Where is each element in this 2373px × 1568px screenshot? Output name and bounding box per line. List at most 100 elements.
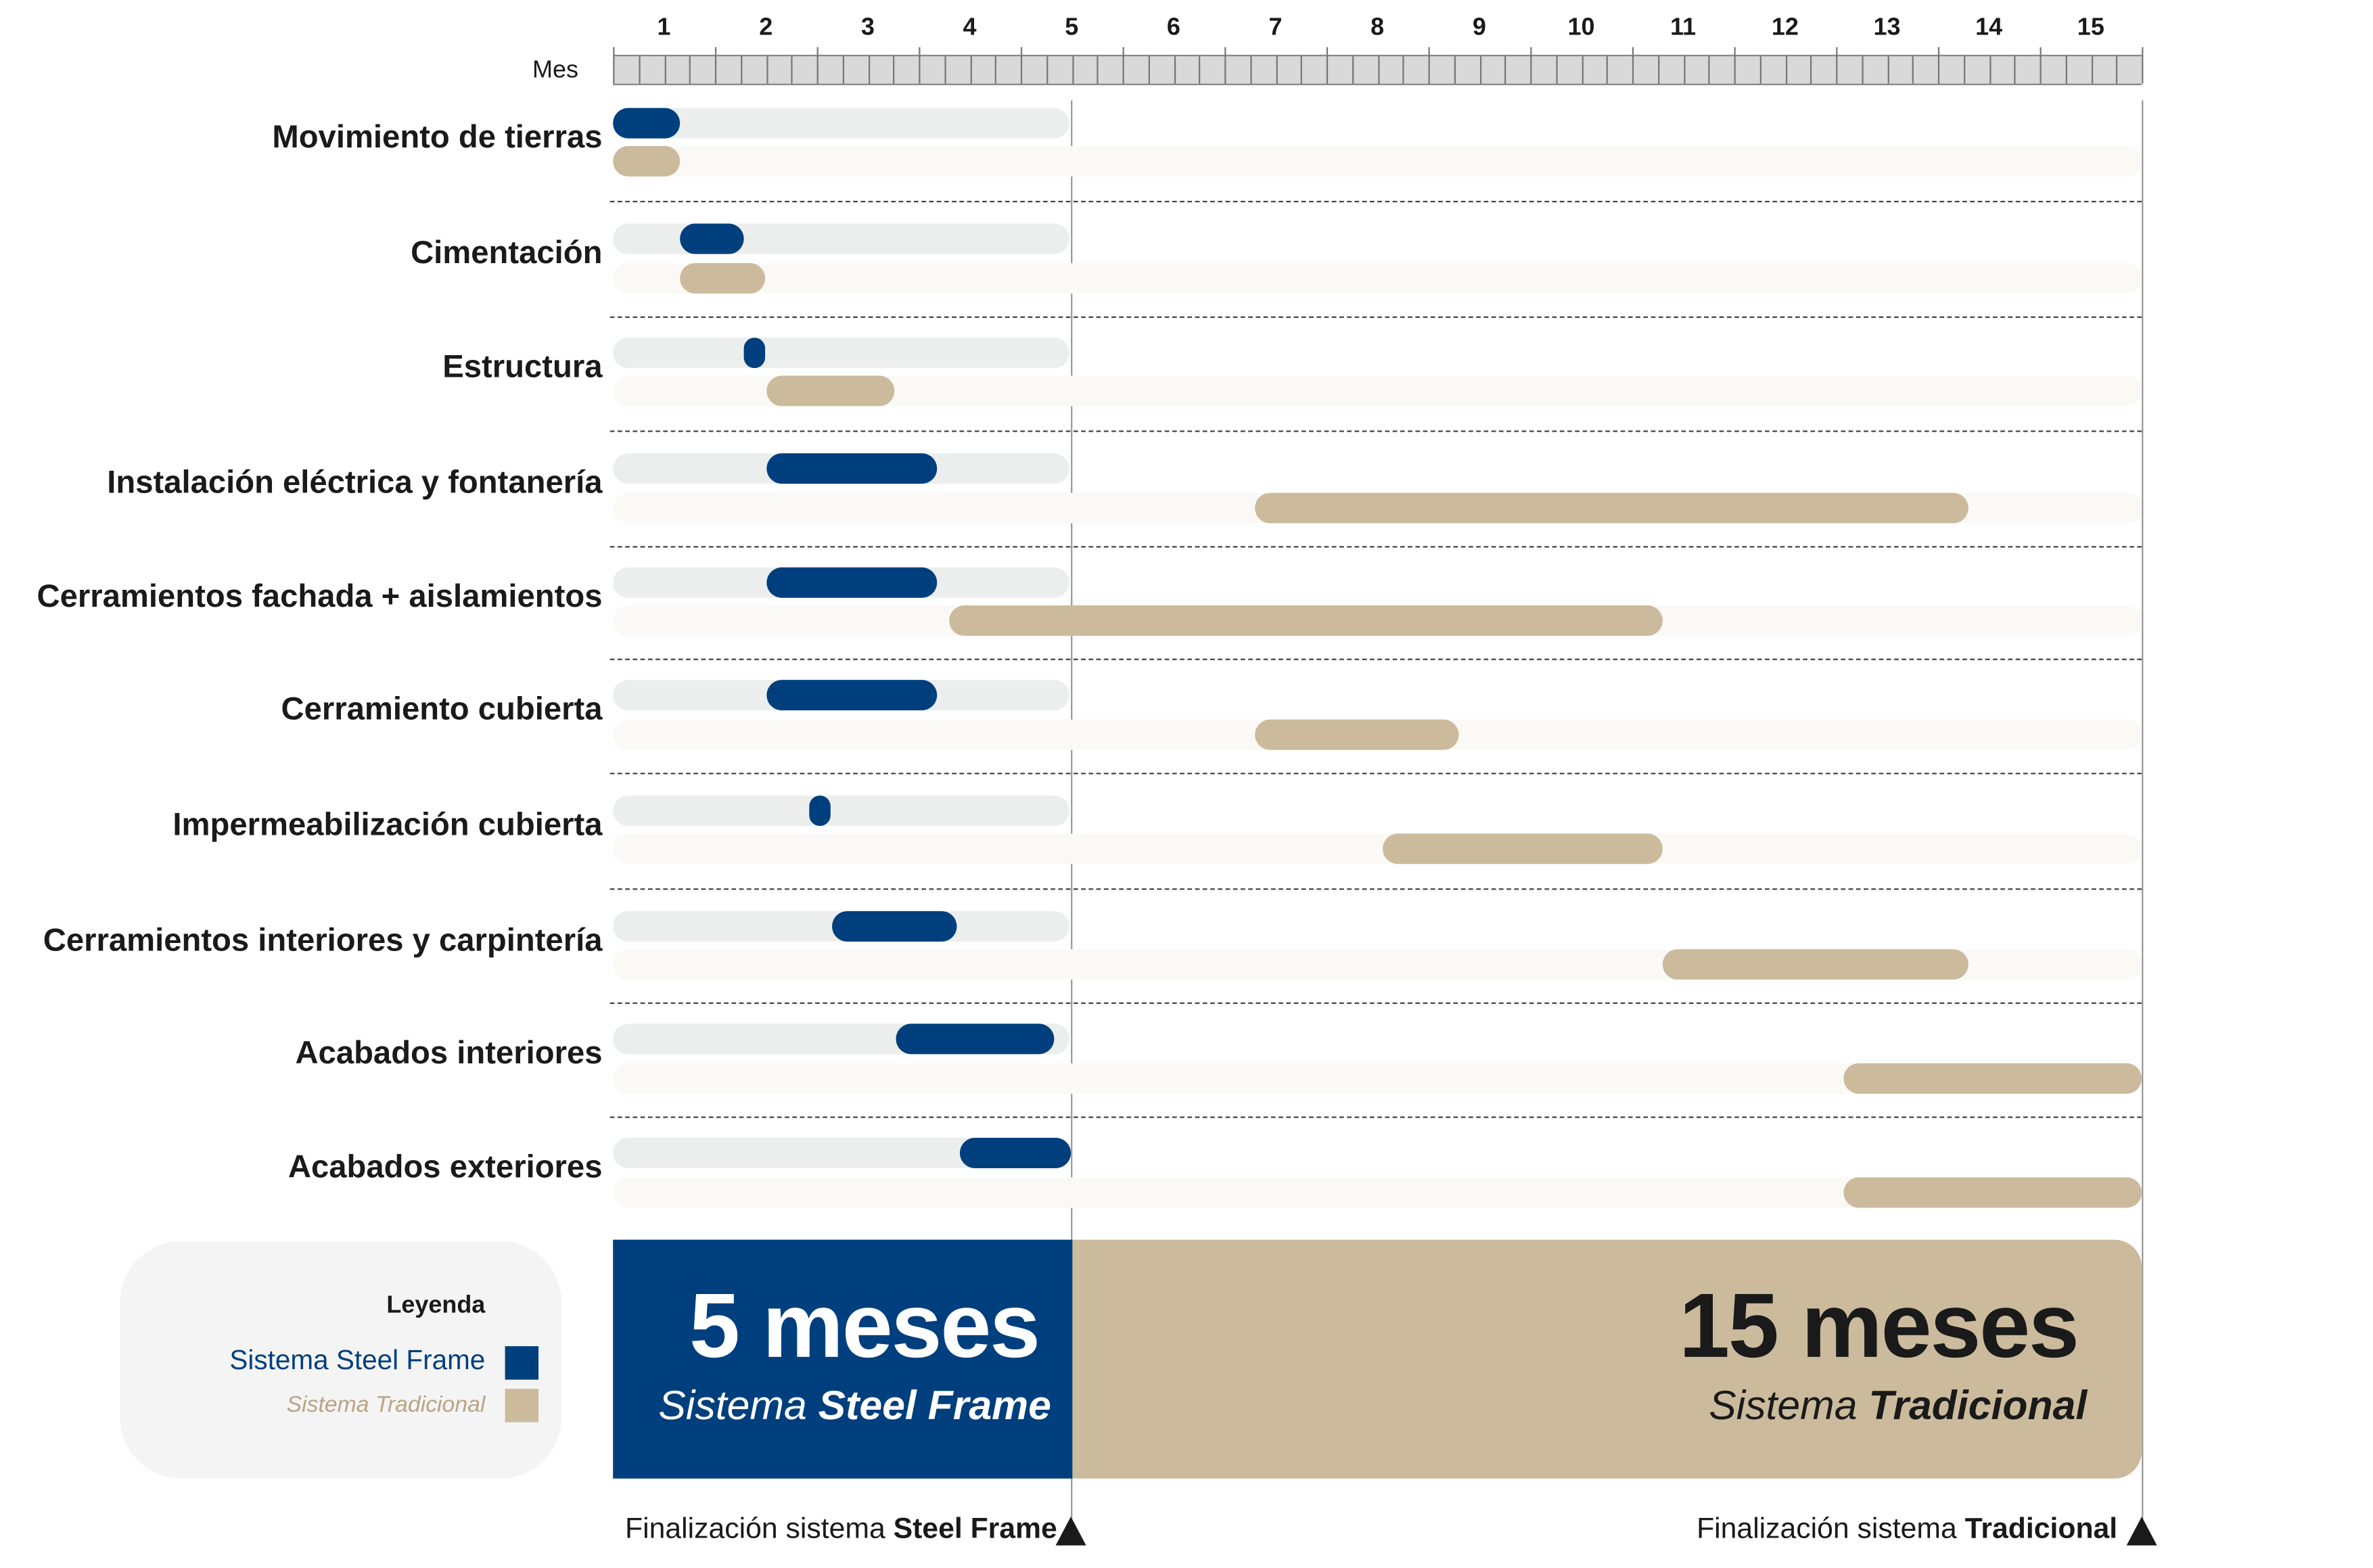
trad-track <box>613 263 2142 294</box>
trad-caption-b: Tradicional <box>1868 1383 2088 1429</box>
task-label: Movimiento de tierras <box>272 119 603 155</box>
month-ruler <box>613 47 2144 85</box>
trad-end-line <box>2142 100 2144 1523</box>
ruler-tick <box>1887 56 1889 84</box>
month-tick-label: 9 <box>1472 15 1486 41</box>
ruler-tick <box>1810 56 1812 84</box>
ruler-tick <box>995 56 997 84</box>
ruler-tick <box>664 56 666 84</box>
row-separator <box>609 773 2142 775</box>
trad-finish-triangle-icon <box>2126 1516 2157 1546</box>
axis-label: Mes <box>532 57 579 84</box>
ruler-tick <box>2014 56 2017 84</box>
ruler-tick <box>893 56 895 84</box>
month-tick-label: 2 <box>759 15 773 41</box>
trad-total: 15 meses <box>1679 1274 2079 1377</box>
steel-summary-box: 5 meses Sistema Steel Frame <box>613 1239 1073 1479</box>
trad-bar <box>1255 719 1459 750</box>
ruler-tick <box>1402 56 1405 84</box>
ruler-tick <box>1530 47 1532 84</box>
steel-caption: Sistema Steel Frame <box>658 1383 1051 1430</box>
trad-bar <box>1663 949 1969 980</box>
ruler-tick <box>969 56 971 84</box>
task-label: Estructura <box>442 349 603 384</box>
legend-trad-swatch <box>505 1389 539 1423</box>
ruler-tick <box>2065 56 2067 84</box>
trad-bar <box>1255 492 1969 524</box>
task-label: Impermeabilización cubierta <box>172 806 603 842</box>
ruler-tick <box>919 47 921 84</box>
row-separator <box>609 315 2142 317</box>
row-separator <box>609 1001 2142 1004</box>
legend-title: Leyenda <box>386 1293 486 1319</box>
task-label: Acabados interiores <box>295 1036 603 1071</box>
ruler-tick <box>1836 47 1838 84</box>
ruler-tick <box>1097 56 1099 84</box>
ruler-tick <box>1275 56 1277 84</box>
trad-bar <box>1843 1063 2142 1094</box>
steel-caption-b: Steel Frame <box>818 1383 1051 1429</box>
task-label: Cerramientos fachada + aislamientos <box>37 578 603 614</box>
ruler-tick <box>1683 56 1685 84</box>
ruler-tick <box>842 56 844 84</box>
steel-finish-a: Finalización sistema <box>625 1513 894 1546</box>
legend: Leyenda Sistema Steel Frame Sistema Trad… <box>120 1241 561 1479</box>
ruler-tick <box>1963 56 1965 84</box>
ruler-tick <box>1759 56 1761 84</box>
steel-finish-label: Finalización sistema Steel Frame <box>625 1513 1057 1546</box>
steel-bar <box>680 223 744 254</box>
ruler-tick <box>1301 56 1303 84</box>
month-tick-label: 8 <box>1370 15 1385 41</box>
ruler-tick <box>1377 56 1379 84</box>
ruler-tick <box>1122 47 1124 84</box>
ruler-tick <box>740 56 742 84</box>
trad-bar <box>766 375 895 407</box>
month-tick-label: 5 <box>1065 15 1079 41</box>
trad-track <box>613 833 2142 864</box>
task-label: Cimentación <box>411 235 603 271</box>
ruler-tick <box>867 56 870 84</box>
month-tick-label: 6 <box>1166 15 1180 41</box>
row-separator <box>609 430 2142 432</box>
ruler-tick <box>2090 56 2093 84</box>
ruler-tick <box>1708 56 1711 84</box>
ruler-tick <box>791 56 793 84</box>
trad-caption-a: Sistema <box>1709 1383 1869 1429</box>
steel-bar <box>959 1138 1072 1169</box>
trad-finish-a: Finalización sistema <box>1697 1513 1965 1546</box>
legend-steel-label: Sistema Steel Frame <box>229 1344 486 1375</box>
ruler-tick <box>1937 47 1940 84</box>
ruler-tick <box>689 56 691 84</box>
ruler-tick <box>1479 56 1481 84</box>
ruler-tick <box>1632 47 1634 84</box>
ruler-tick <box>1224 47 1226 84</box>
ruler-tick <box>1173 56 1176 84</box>
trad-bar <box>680 263 766 294</box>
steel-bar <box>896 1023 1055 1055</box>
ruler-tick <box>1555 56 1558 84</box>
ruler-tick <box>1861 56 1864 84</box>
ruler-tick <box>1784 56 1787 84</box>
steel-bar <box>766 567 938 598</box>
ruler-tick <box>1326 47 1329 84</box>
trad-bar <box>1382 833 1663 864</box>
ruler-tick <box>1199 56 1201 84</box>
month-tick-label: 12 <box>1771 15 1799 41</box>
steel-end-line <box>1071 100 1073 1523</box>
ruler-tick <box>1607 56 1609 84</box>
ruler-tick <box>638 56 641 84</box>
ruler-tick <box>1020 47 1023 84</box>
steel-bar <box>766 680 938 711</box>
row-separator <box>609 658 2142 660</box>
month-tick-label: 1 <box>657 15 671 41</box>
ruler-tick <box>1072 56 1074 84</box>
steel-finish-triangle-icon <box>1055 1516 1086 1546</box>
steel-bar <box>613 108 681 139</box>
ruler-tick <box>2142 47 2144 84</box>
month-tick-label: 10 <box>1567 15 1595 41</box>
month-tick-label: 15 <box>2077 15 2104 41</box>
task-label: Instalación eléctrica y fontanería <box>107 465 603 501</box>
steel-bar <box>809 795 831 827</box>
trad-caption: Sistema Tradicional <box>1709 1383 2087 1430</box>
steel-track <box>613 795 1069 827</box>
